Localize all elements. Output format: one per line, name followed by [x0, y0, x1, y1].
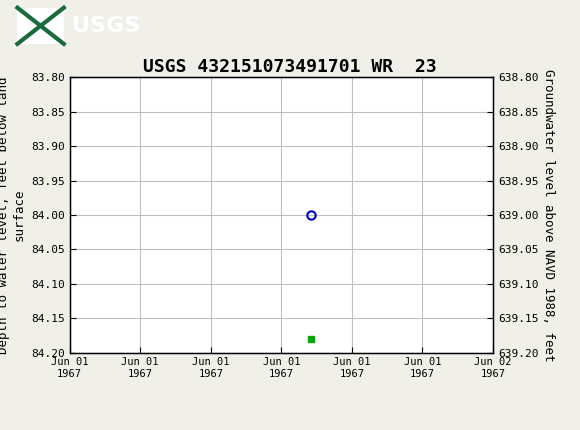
- Text: USGS 432151073491701 WR  23: USGS 432151073491701 WR 23: [143, 58, 437, 76]
- Text: USGS: USGS: [72, 16, 141, 36]
- Y-axis label: Groundwater level above NAVD 1988, feet: Groundwater level above NAVD 1988, feet: [542, 69, 555, 361]
- Bar: [17, 8, 64, 44]
- Y-axis label: Depth to water level, feet below land
surface: Depth to water level, feet below land su…: [0, 76, 26, 354]
